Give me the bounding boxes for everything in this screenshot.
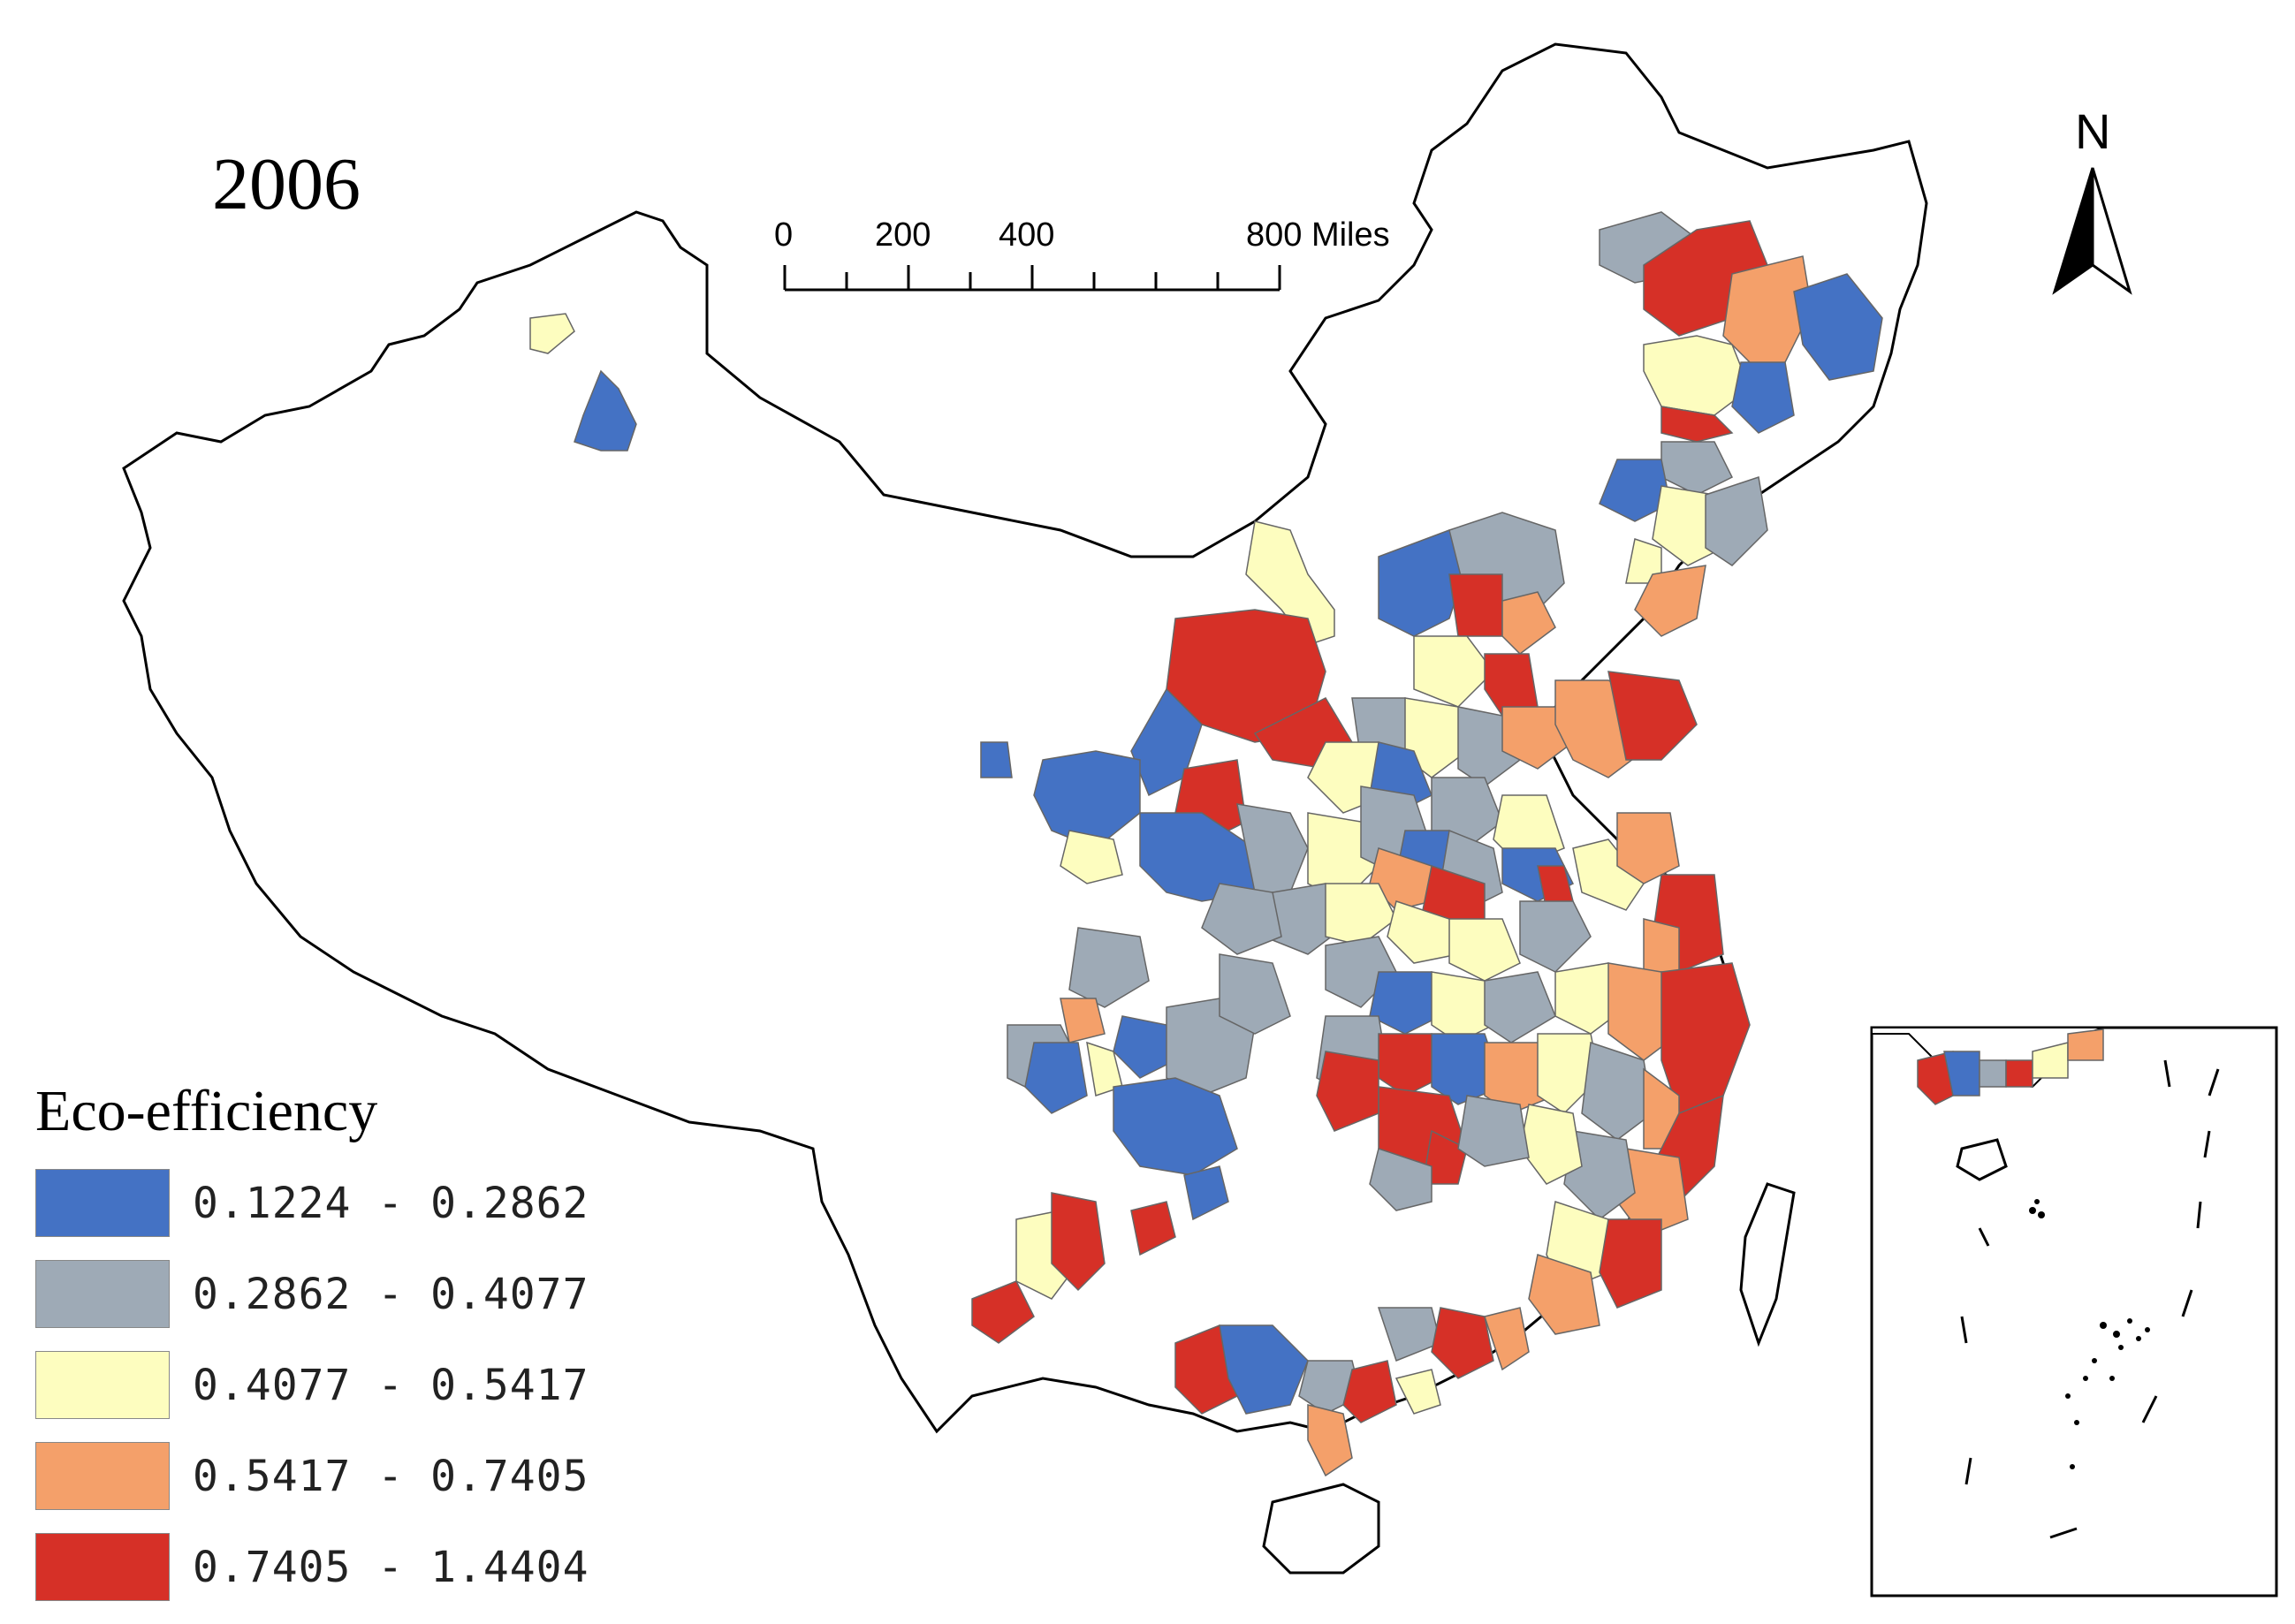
- legend-swatch: [35, 1260, 170, 1328]
- scale-tick-800: 800 Miles: [1246, 216, 1390, 254]
- scale-tick-0: 0: [774, 216, 793, 254]
- legend-label: 0.1224 - 0.2862: [193, 1178, 589, 1228]
- legend-label: 0.5417 - 0.7405: [193, 1451, 589, 1501]
- legend-label: 0.4077 - 0.5417: [193, 1360, 589, 1410]
- legend-title: Eco-efficiency: [35, 1079, 378, 1143]
- legend: Eco-efficiency 0.1224 - 0.2862 0.2862 - …: [35, 1078, 589, 1613]
- legend-swatch: [35, 1442, 170, 1510]
- taiwan-outline: [1739, 1182, 1796, 1347]
- legend-label: 0.2862 - 0.4077: [193, 1269, 589, 1319]
- scale-tick-200: 200: [875, 216, 931, 254]
- legend-swatch: [35, 1533, 170, 1601]
- legend-item: 0.1224 - 0.2862: [35, 1157, 589, 1248]
- legend-item: 0.2862 - 0.4077: [35, 1248, 589, 1339]
- legend-swatch: [35, 1169, 170, 1237]
- legend-item: 0.7405 - 1.4404: [35, 1522, 589, 1613]
- legend-item: 0.5417 - 0.7405: [35, 1430, 589, 1522]
- scale-tick-400: 400: [999, 216, 1054, 254]
- north-arrow: N: [2052, 103, 2132, 295]
- south-china-sea-inset: [1870, 1026, 2278, 1597]
- region-layer: [529, 211, 1883, 1477]
- hainan-outline: [1262, 1483, 1380, 1575]
- scale-bar: 0 200 400 800 Miles: [774, 216, 1390, 292]
- legend-label: 0.7405 - 1.4404: [193, 1542, 589, 1592]
- legend-item: 0.4077 - 0.5417: [35, 1339, 589, 1430]
- north-label: N: [2075, 103, 2110, 159]
- map-title: 2006: [212, 143, 361, 225]
- legend-swatch: [35, 1351, 170, 1419]
